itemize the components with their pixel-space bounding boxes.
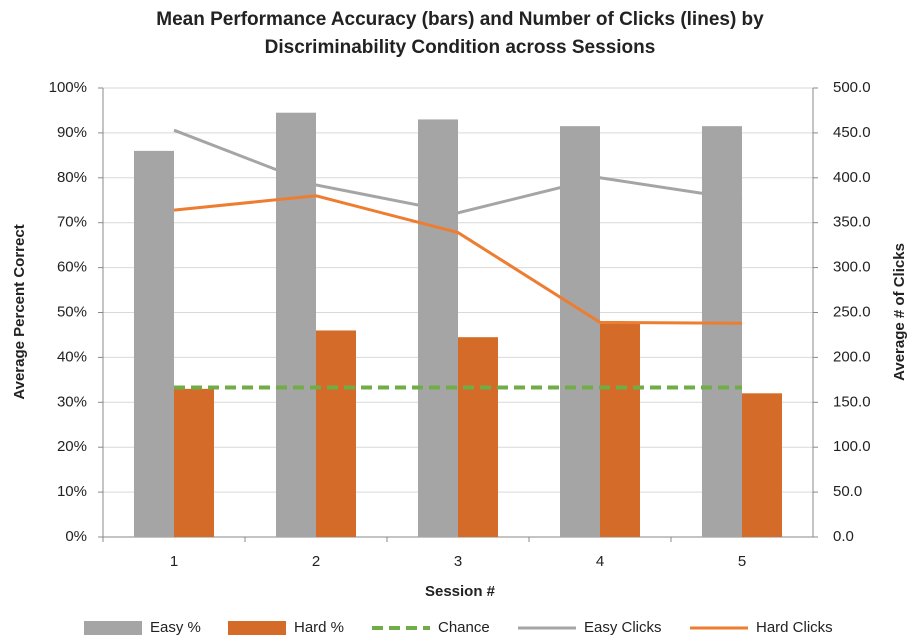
y-tick-label: 40% (57, 348, 87, 365)
x-tick-label: 1 (170, 553, 178, 570)
legend-label: Chance (438, 619, 490, 636)
bar (702, 126, 742, 537)
legend-swatch (84, 621, 142, 635)
bar (174, 388, 214, 537)
y-tick-label: 50% (57, 303, 87, 320)
y-tick-label: 10% (57, 483, 87, 500)
legend-swatch (228, 621, 286, 635)
legend-label: Easy Clicks (584, 619, 662, 636)
bar (134, 150, 174, 538)
y2-tick-label: 500.0 (833, 79, 871, 96)
y2-axis-label: Average # of Clicks (891, 243, 908, 381)
legend-label: Easy % (150, 619, 201, 636)
bar (742, 393, 782, 537)
y-tick-label: 90% (57, 124, 87, 141)
line (173, 128, 743, 215)
y2-tick-label: 50.0 (833, 483, 862, 500)
x-tick-label: 2 (312, 553, 320, 570)
y-tick-label: 60% (57, 259, 87, 276)
bar (418, 119, 458, 538)
x-axis-label: Session # (425, 583, 496, 600)
chart-title: Mean Performance Accuracy (bars) and Num… (156, 9, 764, 30)
bar (458, 337, 498, 537)
y2-tick-label: 200.0 (833, 348, 871, 365)
legend-label: Hard Clicks (756, 619, 833, 636)
y2-tick-label: 350.0 (833, 214, 871, 231)
x-tick-label: 3 (454, 553, 462, 570)
chart-title: Discriminability Condition across Sessio… (265, 37, 656, 58)
line (173, 194, 743, 325)
y2-tick-label: 0.0 (833, 528, 854, 545)
y-tick-label: 80% (57, 169, 87, 186)
y-tick-label: 20% (57, 438, 87, 455)
y2-tick-label: 150.0 (833, 393, 871, 410)
y2-tick-label: 400.0 (833, 169, 871, 186)
bar (600, 323, 640, 537)
bar (316, 330, 356, 537)
y-tick-label: 70% (57, 214, 87, 231)
y-tick-label: 100% (49, 79, 87, 96)
y2-tick-label: 250.0 (833, 303, 871, 320)
x-tick-label: 4 (596, 553, 604, 570)
x-tick-label: 5 (738, 553, 746, 570)
y-axis-label: Average Percent Correct (11, 224, 28, 399)
y2-tick-label: 100.0 (833, 438, 871, 455)
bar (560, 126, 600, 537)
legend-label: Hard % (294, 619, 344, 636)
y-tick-label: 30% (57, 393, 87, 410)
y-tick-label: 0% (65, 528, 87, 545)
y2-tick-label: 300.0 (833, 259, 871, 276)
y2-tick-label: 450.0 (833, 124, 871, 141)
